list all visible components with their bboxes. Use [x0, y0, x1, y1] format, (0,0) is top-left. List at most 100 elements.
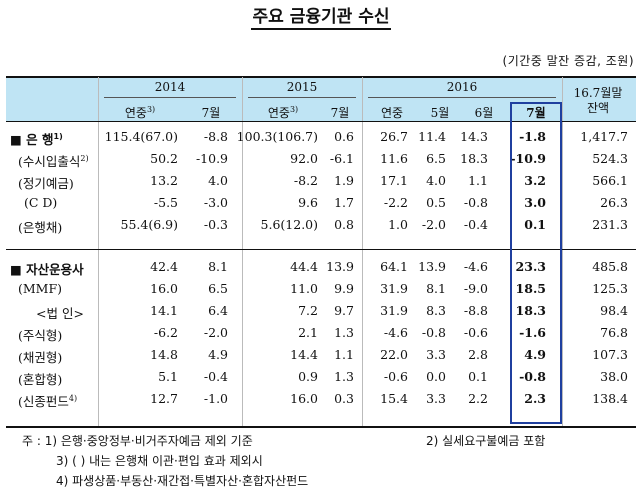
unit-note: (기간중 말잔 증감, 조원)	[502, 54, 634, 68]
subheader-2014-annual: 연중3)	[124, 105, 156, 120]
table-cell: 0.5	[426, 195, 446, 210]
table-cell: 9.7	[334, 303, 354, 318]
footnote-3: 3) ( ) 내는 은행채 이관·편입 효과 제외시	[56, 454, 263, 468]
table-cell: 14.1	[150, 303, 178, 318]
table-cell: 3.3	[426, 347, 446, 362]
table-cell: -2.0	[203, 325, 228, 340]
table-cell: 5.6(12.0)	[260, 217, 318, 232]
column-divider	[242, 77, 243, 427]
table-row: <법 인> 14.1 6.4 7.2 9.7 31.9 8.3 -8.8 18.3 98.4	[6, 300, 636, 322]
table-cell: 42.4	[150, 259, 178, 274]
table-cell: 1.3	[334, 369, 354, 384]
table-cell: -0.6	[383, 369, 408, 384]
table-cell: -10.9	[195, 151, 228, 166]
table-cell: 0.9	[298, 369, 318, 384]
row-label: (혼합형)	[18, 372, 63, 387]
table-cell: 92.0	[290, 151, 318, 166]
table-cell: 3.2	[524, 173, 546, 188]
table-cell: 4.9	[524, 347, 546, 362]
table-cell: 524.3	[592, 151, 628, 166]
table-row: (혼합형) 5.1 -0.4 0.9 1.3 -0.6 0.0 0.1 -0.8 38.0	[6, 366, 636, 388]
subheader-balance: 16.7월말 잔액	[573, 86, 623, 115]
table-cell: 50.2	[150, 151, 178, 166]
subheader-2015-annual: 연중3)	[267, 105, 299, 120]
table-cell: 0.8	[334, 217, 354, 232]
table-cell: 13.9	[418, 259, 446, 274]
table-cell: 13.2	[150, 173, 178, 188]
table-cell: 0.3	[334, 391, 354, 406]
table-cell: 0.1	[468, 369, 488, 384]
column-divider	[98, 77, 99, 427]
table-cell: 11.6	[380, 151, 408, 166]
table-cell: 12.7	[150, 391, 178, 406]
table-row: (주식형) -6.2 -2.0 2.1 1.3 -4.6 -0.8 -0.6 -1.6 76.8	[6, 322, 636, 344]
table-cell: 2.2	[468, 391, 488, 406]
table-cell: 64.1	[380, 259, 408, 274]
table-cell: 7.2	[298, 303, 318, 318]
table-cell: -6.1	[329, 151, 354, 166]
table-cell: 6.4	[208, 303, 228, 318]
table-cell: 1.1	[334, 347, 354, 362]
table-cell: 107.3	[592, 347, 628, 362]
table-cell: 2.3	[524, 391, 546, 406]
row-label: (신종펀드4)	[18, 393, 78, 409]
table-cell: 485.8	[592, 259, 628, 274]
table-cell: 18.3	[460, 151, 488, 166]
column-divider	[562, 77, 563, 427]
table-cell: 3.0	[524, 195, 546, 210]
table-cell: 138.4	[592, 391, 628, 406]
table-cell: 23.3	[515, 259, 546, 274]
row-label: <법 인>	[36, 306, 84, 321]
table-cell: 4.0	[208, 173, 228, 188]
year-underline	[368, 97, 556, 98]
table-cell: 18.3	[515, 303, 546, 318]
year-header-2014: 2014	[154, 80, 186, 94]
table-cell: 9.9	[334, 281, 354, 296]
table-cell: -1.8	[519, 129, 546, 144]
table-row: ■ 자산운용사 42.4 8.1 44.4 13.9 64.1 13.9 -4.6 23.3 48…	[6, 256, 636, 278]
table-cell: 9.6	[298, 195, 318, 210]
footnote-1: 주 : 1) 은행·중앙정부·비거주자예금 제외 기준	[22, 434, 253, 448]
subheader-2016-jul: 7월	[526, 106, 546, 120]
row-label: ■ 자산운용사	[10, 262, 84, 277]
row-label: (C D)	[24, 195, 58, 210]
table-top-rule	[6, 76, 636, 78]
table-cell: 98.4	[600, 303, 628, 318]
table-cell: -1.0	[203, 391, 228, 406]
table-cell: 44.4	[290, 259, 318, 274]
table-cell: 566.1	[592, 173, 628, 188]
table-cell: 1.7	[334, 195, 354, 210]
table-cell: 26.7	[380, 129, 408, 144]
table-cell: 4.0	[426, 173, 446, 188]
table-cell: 22.0	[380, 347, 408, 362]
year-header-2015: 2015	[286, 80, 318, 94]
table-cell: 2.1	[298, 325, 318, 340]
table-cell: 2.8	[468, 347, 488, 362]
header-bottom-rule	[6, 121, 636, 122]
table-row: ■ 은 행1) 115.4(67.0) -8.8 100.3(106.7) 0.6 26.…	[6, 126, 636, 148]
table-cell: -0.4	[463, 217, 488, 232]
table-bottom-rule	[6, 426, 636, 428]
table-cell: 231.3	[592, 217, 628, 232]
table-cell: 6.5	[426, 151, 446, 166]
table-cell: -10.9	[510, 151, 546, 166]
table-cell: -4.6	[383, 325, 408, 340]
table-cell: 16.0	[290, 391, 318, 406]
row-label: (수시입출식2)	[18, 153, 89, 169]
year-underline	[248, 97, 356, 98]
table-cell: 26.3	[600, 195, 628, 210]
table-row: (채권형) 14.8 4.9 14.4 1.1 22.0 3.3 2.8 4.9 107.3	[6, 344, 636, 366]
table-cell: 15.4	[380, 391, 408, 406]
table-cell: 13.9	[326, 259, 354, 274]
table-cell: -1.6	[519, 325, 546, 340]
table-row: (정기예금) 13.2 4.0 -8.2 1.9 17.1 4.0 1.1 3.2 566.1	[6, 170, 636, 192]
table-row: (신종펀드4) 12.7 -1.0 16.0 0.3 15.4 3.3 2.2 2.3 138.4	[6, 388, 636, 410]
table-row: (은행채) 55.4(6.9) -0.3 5.6(12.0) 0.8 1.0 -2.0 -0.…	[6, 214, 636, 236]
table-cell: 14.3	[460, 129, 488, 144]
table-cell: 5.1	[158, 369, 178, 384]
table-cell: 8.3	[426, 303, 446, 318]
table-cell: 115.4(67.0)	[104, 129, 178, 144]
table-cell: 1,417.7	[580, 129, 628, 144]
table-cell: 38.0	[600, 369, 628, 384]
table-cell: 1.9	[334, 173, 354, 188]
